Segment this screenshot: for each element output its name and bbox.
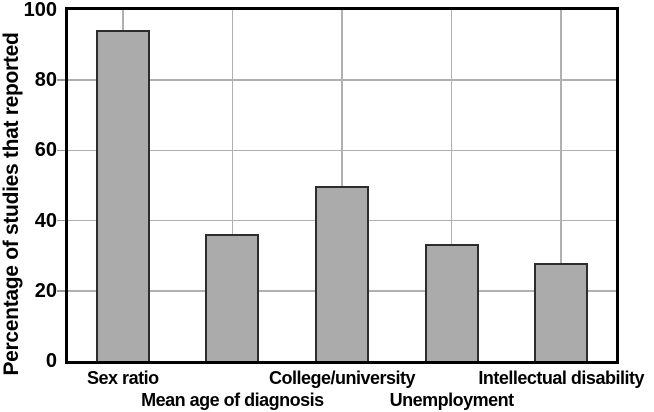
bar-unemployment <box>424 244 479 361</box>
x-label-college-university: College/university <box>268 368 416 388</box>
y-tick-label-100: 100 <box>23 0 57 21</box>
bar-college-university <box>315 185 369 361</box>
y-tick-mark-40 <box>57 219 65 222</box>
y-tick-mark-60 <box>57 149 65 152</box>
plot-area <box>57 7 619 364</box>
y-tick-label-40: 40 <box>34 209 57 232</box>
x-gridline-5 <box>560 10 562 361</box>
y-axis-title: Percentage of studies that reported <box>0 32 23 376</box>
x-label-intellectual-disability: Intellectual disability <box>478 368 644 388</box>
bar-intellectual-disability <box>534 263 589 361</box>
x-label-unemployment: Unemployment <box>389 390 515 410</box>
y-tick-mark-20 <box>57 290 65 292</box>
x-gridline-2 <box>231 10 234 361</box>
x-label-sex-ratio: Sex ratio <box>87 368 159 388</box>
bar-mean-age-of-diagnosis <box>205 234 260 361</box>
y-tick-label-20: 20 <box>34 279 57 302</box>
x-label-mean-age-of-diagnosis: Mean age of diagnosis <box>141 390 324 410</box>
x-gridline-4 <box>450 10 453 361</box>
bar-sex-ratio <box>95 29 150 361</box>
y-tick-label-80: 80 <box>34 69 57 92</box>
y-tick-label-60: 60 <box>34 139 57 162</box>
y-tick-label-0: 0 <box>45 350 57 372</box>
y-tick-mark-80 <box>57 79 65 81</box>
